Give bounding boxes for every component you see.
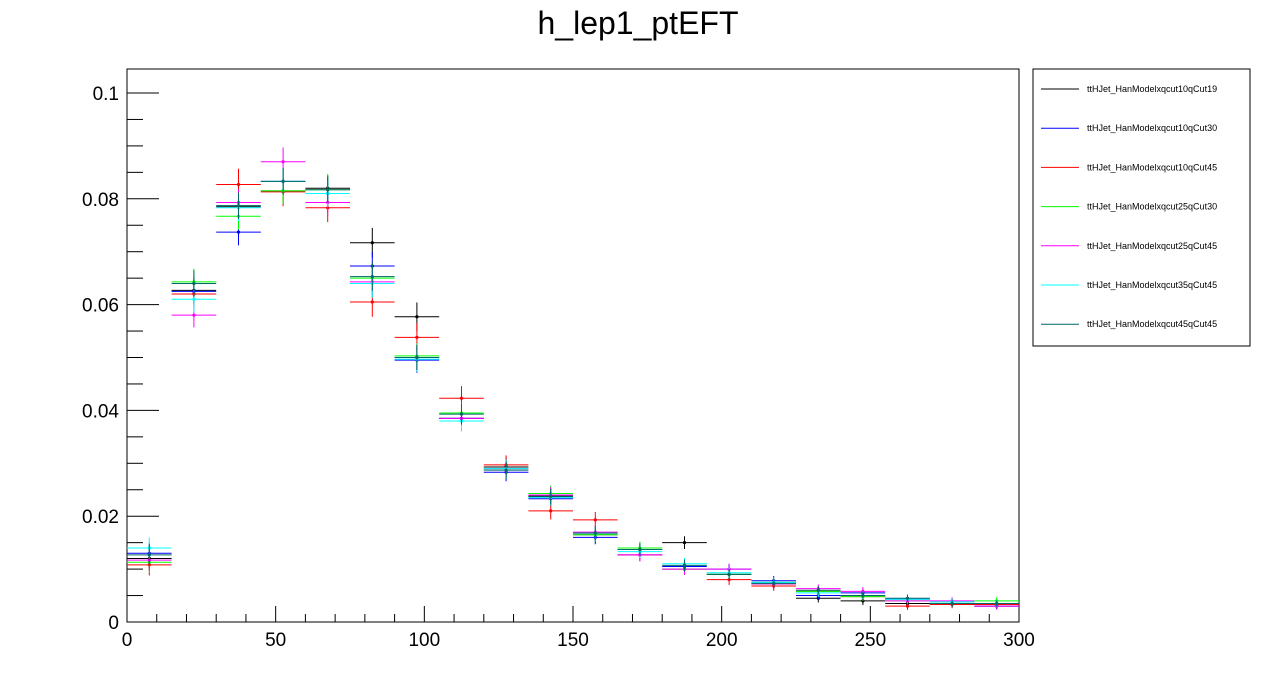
x-tick-label: 50	[265, 630, 286, 651]
data-point	[772, 581, 776, 585]
data-point	[905, 604, 910, 608]
data-point	[147, 553, 151, 557]
data-point	[370, 300, 374, 304]
x-tick-label: 250	[854, 630, 886, 651]
axes: 0 50 100 150 200 250 300 0 0.02 0.04 0.06 0.08 0.1	[82, 84, 1035, 651]
data-point	[504, 468, 508, 472]
data-point	[236, 204, 241, 208]
data-point	[192, 313, 196, 317]
data-point	[816, 588, 820, 592]
y-tick-label: 0.08	[82, 190, 119, 211]
data-point	[950, 601, 954, 606]
data-point	[995, 601, 999, 606]
data-point	[192, 297, 196, 301]
data-point	[549, 495, 553, 499]
data-point	[905, 596, 910, 600]
data-point	[415, 355, 419, 360]
y-tick-label: 0	[108, 613, 119, 634]
x-tick-label: 200	[706, 630, 738, 651]
data-series	[127, 147, 1019, 610]
legend-box	[1032, 68, 1251, 347]
data-point	[415, 335, 419, 339]
data-point	[281, 179, 285, 183]
data-point	[281, 160, 285, 164]
chart-title: h_lep1_ptEFT	[537, 5, 738, 41]
data-point	[192, 281, 196, 286]
x-tick-label: 150	[557, 630, 589, 651]
data-point	[370, 274, 374, 279]
data-point	[682, 541, 687, 545]
data-point	[236, 230, 241, 234]
data-point	[326, 188, 330, 192]
data-point	[682, 563, 687, 567]
data-point	[370, 241, 374, 245]
legend-label: ttHJet_HanModelxqcut10qCut30	[1087, 123, 1217, 133]
y-tick-label: 0.02	[82, 507, 119, 528]
x-tick-label: 100	[408, 630, 440, 651]
legend: ttHJet_HanModelxqcut10qCut19 ttHJet_HanMo…	[1032, 68, 1251, 347]
legend-label: ttHJet_HanModelxqcut10qCut45	[1087, 162, 1217, 172]
x-tick-label: 300	[1003, 630, 1035, 651]
data-point	[727, 578, 731, 582]
data-point	[236, 182, 241, 187]
legend-label: ttHJet_HanModelxqcut25qCut45	[1087, 241, 1217, 251]
data-point	[459, 412, 464, 416]
y-tick-label: 0.06	[82, 296, 119, 317]
data-point	[638, 547, 642, 552]
data-point	[415, 315, 419, 319]
data-point	[593, 531, 597, 535]
legend-label: ttHJet_HanModelxqcut35qCut45	[1087, 280, 1217, 290]
data-point	[459, 396, 464, 400]
data-point	[861, 593, 865, 598]
y-tick-label: 0.04	[82, 401, 119, 422]
legend-label: ttHJet_HanModelxqcut25qCut30	[1087, 202, 1217, 212]
data-point	[593, 518, 597, 522]
data-point	[861, 599, 865, 603]
legend-label: ttHJet_HanModelxqcut10qCut19	[1087, 84, 1217, 94]
y-tick-label: 0.1	[93, 84, 119, 105]
data-point	[727, 572, 731, 576]
data-point	[549, 509, 553, 513]
legend-label: ttHJet_HanModelxqcut45qCut45	[1087, 319, 1217, 329]
series-6	[127, 168, 1019, 608]
x-tick-label: 0	[122, 630, 133, 651]
